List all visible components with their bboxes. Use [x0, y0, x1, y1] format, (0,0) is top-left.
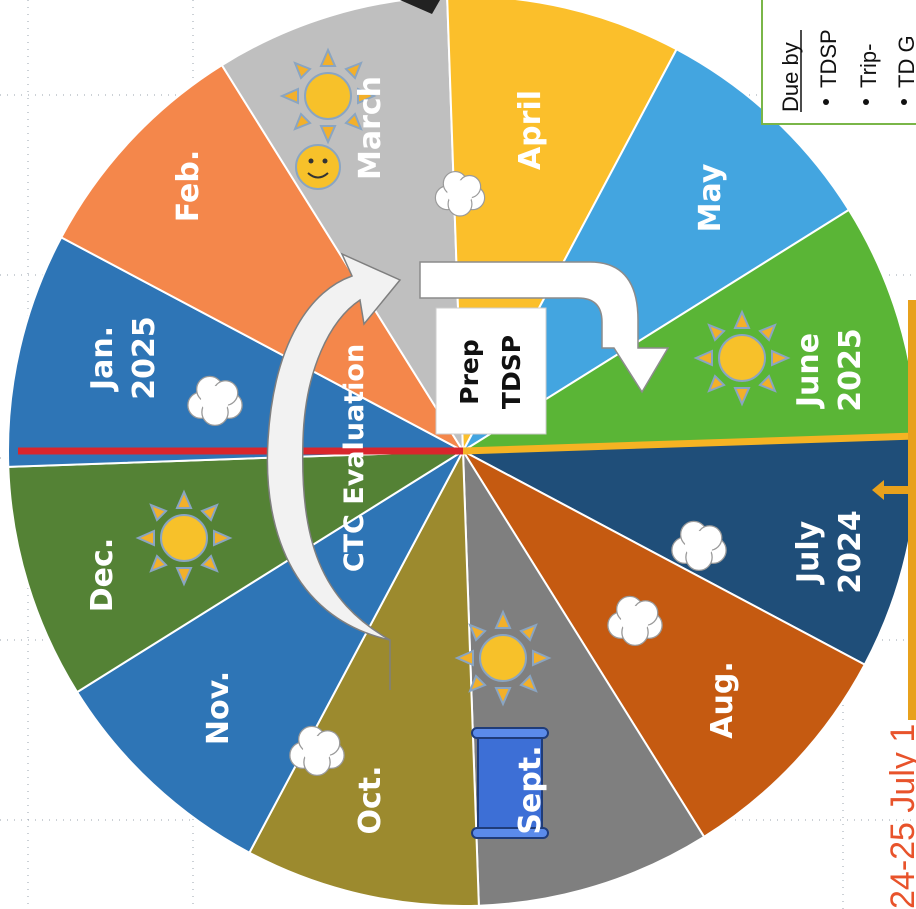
sept-scroll-icon [471, 727, 549, 839]
ctc-evaluation-label: CTC Evaluation [339, 344, 370, 572]
wedge-feb [59, 63, 466, 454]
month-label-june-1: June [791, 333, 826, 409]
due-by-item-2: Trip- [856, 44, 881, 88]
month-label-sept: Sept. [513, 745, 548, 834]
month-label-june-2: 2025 [833, 328, 868, 412]
wedge-dec [7, 449, 467, 694]
month-label-jan-2: 2025 [127, 316, 162, 400]
wedge-march [220, 0, 465, 455]
month-labels: March April May June 2025 July 2024 Aug.… [85, 76, 868, 835]
month-label-may: May [693, 163, 728, 232]
sept-sun-icon [456, 611, 550, 705]
due-by-heading: Due by [778, 42, 803, 112]
wedge-oct [248, 447, 480, 907]
month-label-march: March [353, 76, 388, 180]
evaluation-arrow [266, 252, 402, 690]
month-label-april: April [513, 90, 548, 170]
month-label-aug: Aug. [705, 661, 740, 738]
wedge-june [459, 208, 916, 453]
wedge-jan [7, 236, 467, 468]
month-label-nov: Nov. [201, 671, 236, 745]
wedge-nov [75, 448, 466, 855]
month-label-oct: Oct. [353, 765, 388, 834]
dec-sun-icon [137, 491, 231, 585]
fiscal-year-fragment-text: 24-25 July 1 [884, 724, 916, 909]
prep-label-line-1: Prep [455, 339, 484, 405]
due-by-notes-box: Due by TDSP Trip- TD G [761, 0, 916, 125]
march-smiley-icon [295, 144, 341, 190]
month-label-july-1: July [791, 520, 826, 585]
prep-arrow [419, 261, 670, 394]
prep-label-line-2: TDSP [497, 335, 526, 409]
month-label-july-2: 2024 [833, 510, 868, 594]
month-label-dec: Dec. [85, 538, 120, 612]
top-fragment-shape [400, 0, 440, 14]
prep-tdsp-box: Prep TDSP [435, 307, 547, 435]
due-by-item-3: TD G [894, 35, 916, 88]
fiscal-year-start-marker [872, 300, 916, 720]
month-label-jan-1: Jan. [85, 326, 120, 392]
june-sun-icon [695, 311, 789, 405]
due-by-item-1: TDSP [816, 29, 841, 88]
fiscal-year-start-line [462, 432, 916, 455]
weather-icons [137, 49, 789, 839]
wedge-aug [460, 448, 867, 839]
month-label-feb: Feb. [171, 150, 206, 223]
